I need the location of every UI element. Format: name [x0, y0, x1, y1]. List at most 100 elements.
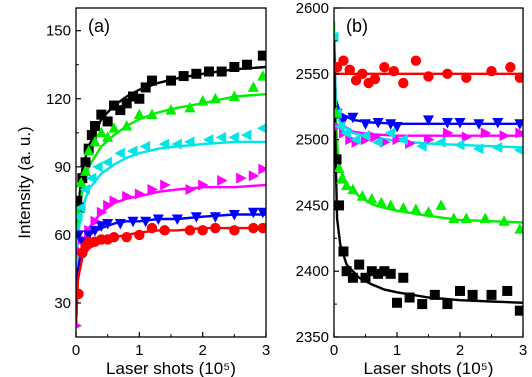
x-axis-title-b: Laser shots (10⁵)	[364, 359, 494, 377]
data-point	[171, 138, 182, 150]
data-point	[442, 127, 454, 139]
data-point	[514, 305, 523, 316]
data-point	[410, 203, 422, 214]
data-point	[370, 131, 381, 143]
y-tick-label: 2450	[296, 197, 329, 214]
data-point	[171, 214, 183, 226]
series-triangle-left	[334, 31, 523, 155]
data-point	[241, 129, 252, 141]
data-point	[102, 219, 114, 230]
data-point	[147, 75, 157, 86]
data-point	[247, 207, 259, 219]
data-point	[121, 119, 133, 131]
data-point	[102, 116, 113, 127]
y-tick-label: 2400	[296, 263, 329, 280]
data-point	[76, 211, 83, 223]
data-point	[505, 62, 516, 73]
data-point	[190, 212, 202, 223]
axis-ticks-b: 0 1 2 3 2350 2400 2450 2500 2550 2600	[296, 0, 528, 359]
data-point	[338, 55, 349, 66]
data-point	[89, 225, 101, 237]
data-point	[86, 130, 97, 141]
y-tick-label: 2500	[296, 132, 329, 149]
data-point	[184, 136, 195, 148]
data-point	[515, 127, 523, 139]
x-tick-label: 0	[330, 342, 338, 359]
data-point	[423, 115, 434, 126]
series-circle	[334, 55, 523, 89]
data-point	[184, 101, 196, 113]
y-tick-label: 2600	[296, 0, 329, 17]
data-point	[491, 141, 503, 153]
data-point	[334, 154, 342, 165]
data-point	[90, 120, 100, 131]
panel-b: 0 1 2 3 2350 2400 2450 2500 2550 2600 (b) Laser s…	[296, 0, 528, 377]
data-point	[359, 130, 370, 142]
data-point	[347, 112, 359, 124]
panel-label-a: (a)	[88, 16, 110, 36]
data-point	[114, 219, 126, 230]
data-point	[435, 136, 446, 148]
axis-ticks-a: 0 1 2 3 30 60 90 120 150	[46, 23, 270, 359]
data-point	[133, 108, 145, 120]
data-point	[350, 134, 361, 146]
data-point	[334, 31, 339, 43]
data-point	[479, 212, 491, 224]
y-tick-label: 150	[46, 23, 71, 40]
data-point	[334, 107, 342, 118]
data-point	[404, 292, 415, 303]
data-point	[514, 119, 523, 130]
data-point	[258, 163, 266, 175]
data-point	[372, 117, 384, 129]
data-point	[347, 183, 359, 195]
data-point	[340, 127, 352, 139]
data-point	[90, 215, 101, 227]
data-point	[435, 199, 447, 210]
data-point	[388, 65, 400, 77]
data-point	[76, 322, 82, 329]
data-point	[248, 170, 260, 182]
data-point	[429, 289, 440, 300]
data-point	[347, 272, 358, 283]
data-point	[257, 207, 266, 219]
data-point	[467, 289, 478, 300]
y-tick-label: 120	[46, 91, 71, 108]
data-point	[76, 202, 86, 214]
data-point	[257, 70, 266, 81]
data-point	[83, 144, 95, 156]
x-tick-label: 3	[519, 342, 527, 359]
data-point	[109, 195, 120, 207]
data-point	[486, 289, 497, 300]
data-point	[139, 140, 151, 152]
data-point	[85, 172, 97, 184]
data-point	[160, 179, 171, 191]
data-point	[166, 75, 176, 86]
data-point	[185, 184, 196, 196]
data-point	[334, 200, 345, 211]
data-point	[165, 104, 177, 115]
data-point	[514, 223, 523, 234]
fit-line-square	[334, 34, 523, 304]
data-point	[210, 222, 221, 234]
data-point	[152, 214, 164, 226]
data-point	[398, 272, 409, 283]
data-point	[209, 212, 221, 223]
data-point	[375, 196, 387, 208]
data-point	[257, 222, 266, 234]
data-point	[92, 161, 103, 173]
data-point	[341, 266, 352, 277]
series-square	[334, 154, 523, 316]
data-point	[146, 222, 158, 234]
data-point	[344, 64, 355, 76]
data-point	[121, 98, 132, 109]
data-point	[96, 109, 107, 120]
fit-line-triangle-up	[334, 21, 523, 224]
panel-label-b: (b)	[346, 16, 368, 36]
x-tick-label: 1	[135, 342, 143, 359]
data-point	[184, 225, 196, 236]
series-triangle-left	[76, 123, 266, 223]
data-point	[115, 105, 126, 116]
data-point	[127, 145, 138, 157]
data-point	[79, 184, 90, 196]
data-point	[460, 212, 472, 224]
